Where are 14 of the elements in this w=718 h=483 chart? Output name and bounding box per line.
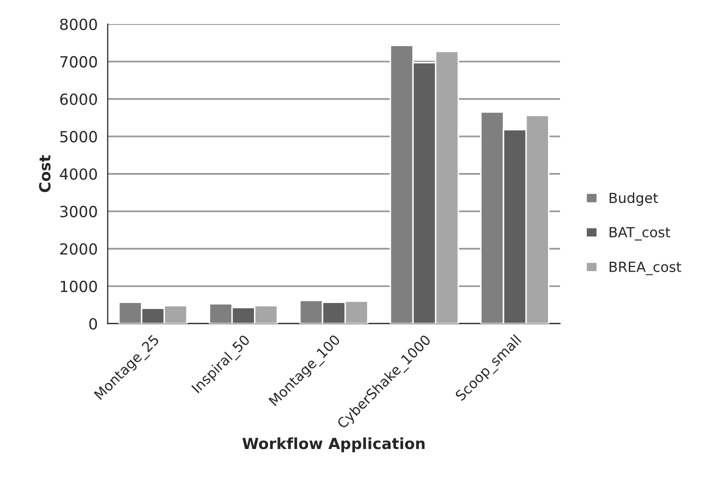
y-tick-label: 3000 (60, 206, 97, 218)
x-axis-title: Workflow Application (242, 437, 425, 452)
y-axis-title: Cost (39, 155, 51, 192)
y-tick-label: 0 (89, 318, 97, 330)
y-tick-label: 8000 (60, 18, 97, 30)
y-tick-label: 5000 (60, 130, 97, 142)
y-tick-label: 6000 (60, 93, 97, 106)
y-tick-label: 2000 (60, 243, 97, 255)
legend-label: BAT_cost (610, 227, 670, 240)
legend-label: BREA_cost (610, 262, 682, 276)
y-tick-label: 4000 (60, 168, 97, 180)
y-tick-label: 1000 (60, 280, 97, 292)
legend-label: Budget (610, 192, 658, 206)
y-tick-label: 7000 (60, 56, 97, 68)
